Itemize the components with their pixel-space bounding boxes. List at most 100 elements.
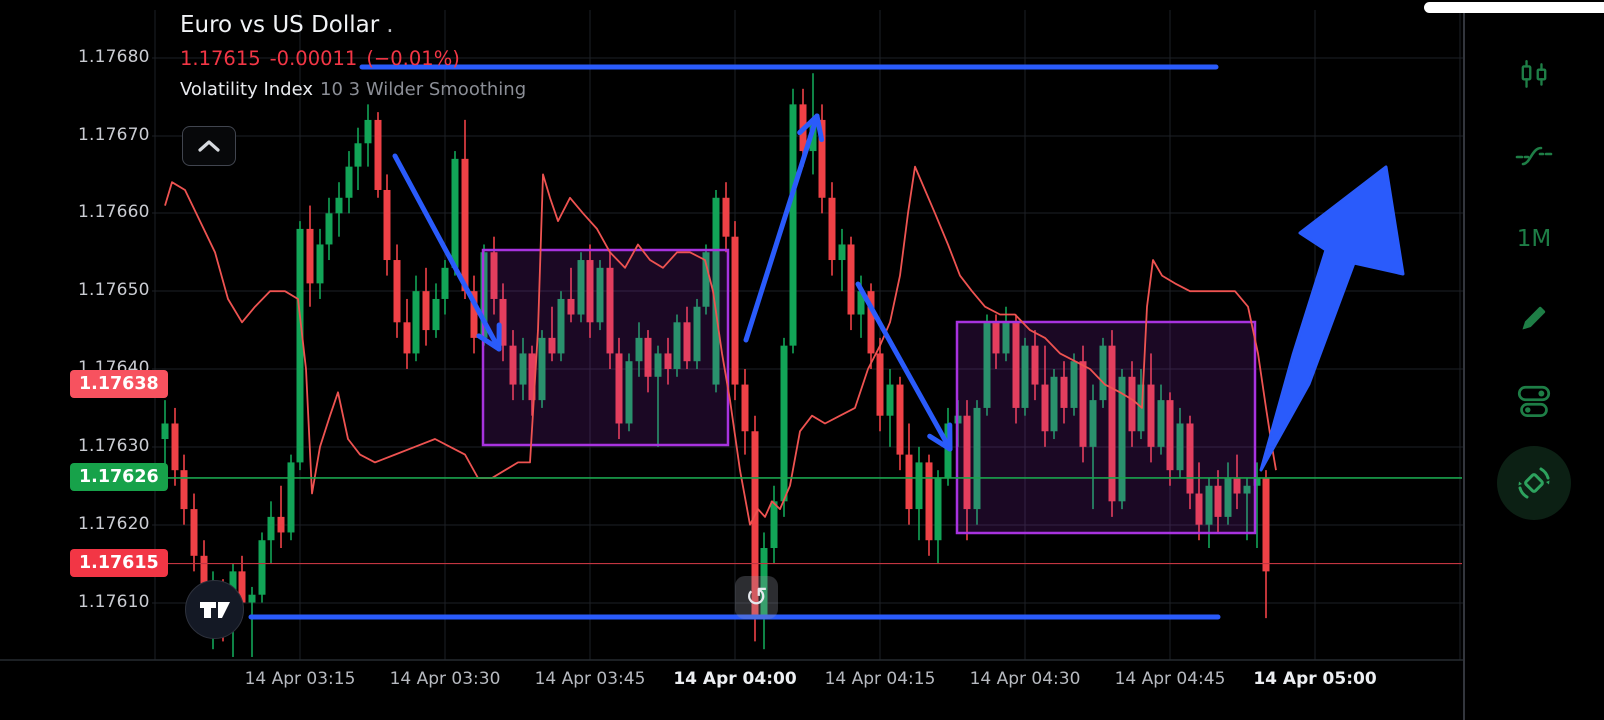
- candle-body: [441, 267, 449, 299]
- candle-body: [741, 384, 749, 432]
- candle-body: [1262, 477, 1270, 572]
- candle-body: [722, 197, 730, 237]
- candle-body: [664, 353, 672, 369]
- candle-body: [586, 260, 594, 323]
- candle-body: [422, 291, 430, 331]
- rotate-screen-icon: [1518, 467, 1550, 499]
- timeframe-button[interactable]: 1M: [1464, 222, 1604, 256]
- candle-body: [760, 548, 768, 619]
- drawing-arrow-head: [476, 333, 502, 352]
- pencil-icon: [1522, 306, 1546, 330]
- drawing-arrow[interactable]: [855, 281, 953, 452]
- indicators-icon: [1515, 146, 1553, 166]
- candle-body: [1070, 361, 1078, 408]
- candle-body: [557, 298, 565, 354]
- candle-body: [238, 571, 246, 603]
- candle-body: [847, 244, 855, 315]
- candle-body: [896, 384, 904, 455]
- candle-body: [296, 228, 304, 463]
- candle-body: [944, 423, 952, 478]
- candle-body: [1031, 345, 1039, 385]
- candle-body: [258, 540, 266, 595]
- candle-body: [267, 516, 275, 541]
- candle-body: [1166, 400, 1174, 471]
- candle-body: [973, 407, 981, 510]
- collapse-legend-button[interactable]: [182, 126, 236, 166]
- candle-body: [374, 119, 382, 190]
- candle-body: [1021, 345, 1029, 408]
- drawing-rectangle[interactable]: [481, 248, 730, 447]
- candle-body: [1012, 322, 1020, 408]
- candle-body: [509, 345, 517, 385]
- candle-body: [190, 509, 198, 556]
- candle-body: [635, 337, 643, 362]
- rotate-button-background: [1497, 446, 1571, 520]
- rotate-screen-button[interactable]: [1464, 446, 1604, 520]
- candle-body: [693, 306, 701, 362]
- candle-body: [1089, 400, 1097, 447]
- candle-body: [470, 291, 478, 338]
- candle-body: [857, 291, 865, 315]
- candle-body: [780, 345, 788, 502]
- tradingview-logo[interactable]: [185, 580, 244, 639]
- candle-body: [1128, 376, 1136, 432]
- candle-body: [1176, 423, 1184, 471]
- candle-body: [1118, 376, 1126, 502]
- candle-body: [905, 454, 913, 510]
- drawing-arrow-head: [797, 113, 820, 136]
- candle-body: [731, 236, 739, 385]
- chart-style-button[interactable]: [1464, 57, 1604, 93]
- candle-body: [490, 252, 498, 299]
- candle-body: [886, 384, 894, 416]
- candle-body: [818, 119, 826, 198]
- draw-button[interactable]: [1464, 300, 1604, 336]
- candle-body: [1243, 485, 1251, 494]
- candle-body: [789, 104, 797, 346]
- toggles-icon: [1517, 385, 1551, 417]
- candle-body: [673, 322, 681, 369]
- candle-body: [180, 470, 188, 510]
- candle-body: [161, 423, 169, 440]
- drawing-arrow[interactable]: [743, 113, 820, 343]
- candle-body: [461, 158, 469, 292]
- candle-body: [325, 213, 333, 245]
- status-bar-pill: [1424, 2, 1604, 13]
- candle-body: [538, 337, 546, 401]
- indicators-button[interactable]: [1464, 140, 1604, 172]
- candle-body: [577, 260, 585, 315]
- candle-body: [702, 252, 710, 307]
- candle-body: [596, 267, 604, 323]
- candle-body: [1060, 376, 1068, 408]
- tradingview-logo-icon: [199, 601, 230, 618]
- refresh-button[interactable]: ↺: [735, 576, 778, 619]
- candle-body: [499, 298, 507, 346]
- candle-body: [1050, 376, 1058, 432]
- candlestick-style-icon: [1521, 59, 1547, 88]
- timeframe-label: 1M: [1516, 226, 1552, 252]
- candle-body: [983, 322, 991, 408]
- candle-body: [1079, 361, 1087, 447]
- candle-body: [1224, 477, 1232, 517]
- candle-body: [354, 143, 362, 167]
- candle-body: [383, 189, 391, 261]
- right-toolbar: 1M: [1464, 0, 1604, 720]
- candle-body: [838, 244, 846, 261]
- drawing-big-arrow[interactable]: [1259, 165, 1405, 472]
- candle-body: [934, 477, 942, 541]
- drawing-rectangle[interactable]: [955, 320, 1257, 535]
- candle-body: [287, 462, 295, 533]
- candle-body: [925, 462, 933, 541]
- candle-body: [1186, 423, 1194, 494]
- candle-body: [1041, 384, 1049, 432]
- candle-body: [615, 353, 623, 424]
- candle-body: [828, 197, 836, 261]
- drawing-arrow[interactable]: [392, 153, 502, 352]
- candle-body: [451, 158, 459, 268]
- candle-body: [528, 353, 536, 401]
- chart-settings-button[interactable]: [1464, 384, 1604, 420]
- candle-body: [171, 423, 179, 471]
- candle-body: [1253, 477, 1261, 486]
- candle-body: [625, 361, 633, 424]
- candle-body: [335, 197, 343, 214]
